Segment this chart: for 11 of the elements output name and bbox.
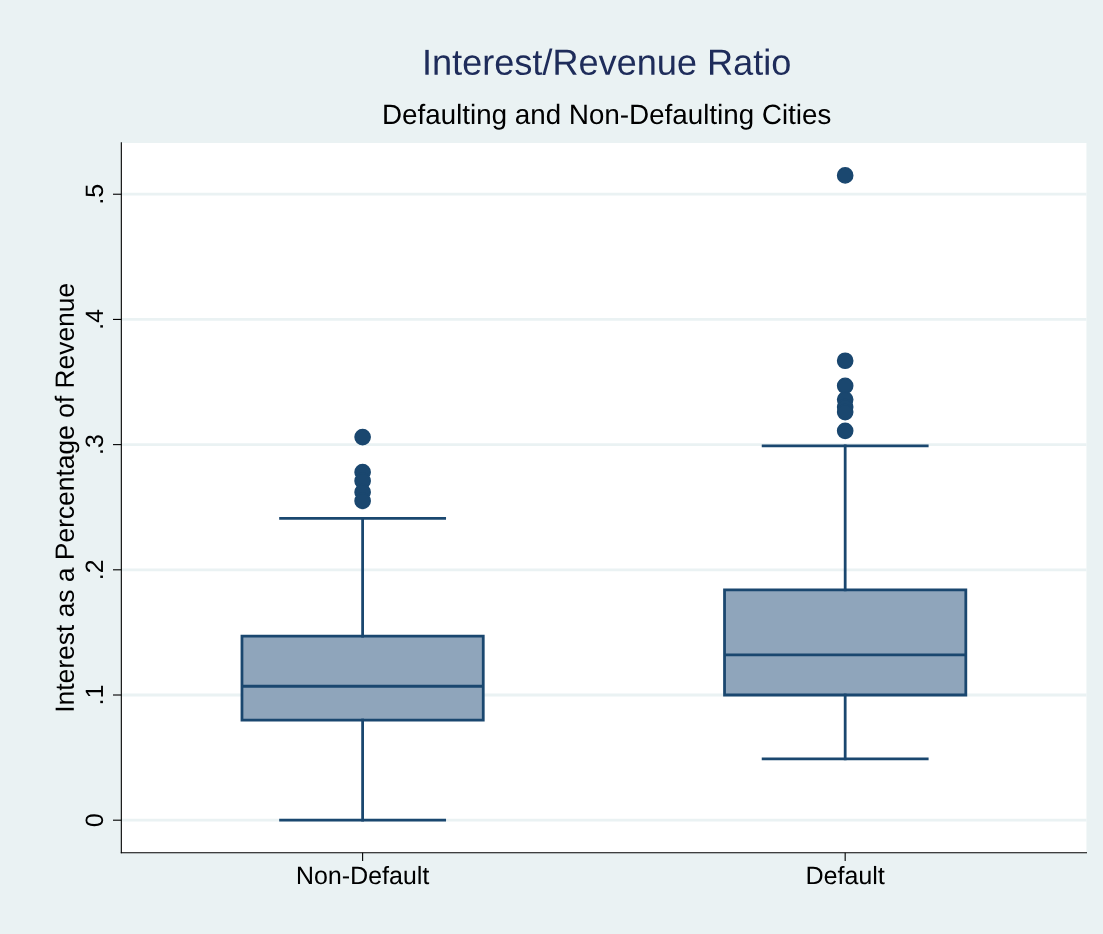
x-tick-label: Default [807, 865, 885, 885]
chart-title: Interest/Revenue Ratio [425, 48, 790, 76]
y-tick-label: .5 [85, 184, 104, 203]
y-tick-label: .2 [85, 560, 103, 578]
y-tick-label: .3 [85, 435, 104, 453]
chart-subtitle: Defaulting and Non-Defaulting Cities [384, 103, 831, 130]
y-axis-title: Interest as a Percentage of Revenue [54, 284, 80, 711]
y-tick-label: 0 [85, 814, 104, 827]
y-tick-label: .4 [85, 309, 103, 328]
x-tick-label: Non-Default [297, 865, 430, 885]
y-tick-label: .1 [85, 685, 103, 704]
